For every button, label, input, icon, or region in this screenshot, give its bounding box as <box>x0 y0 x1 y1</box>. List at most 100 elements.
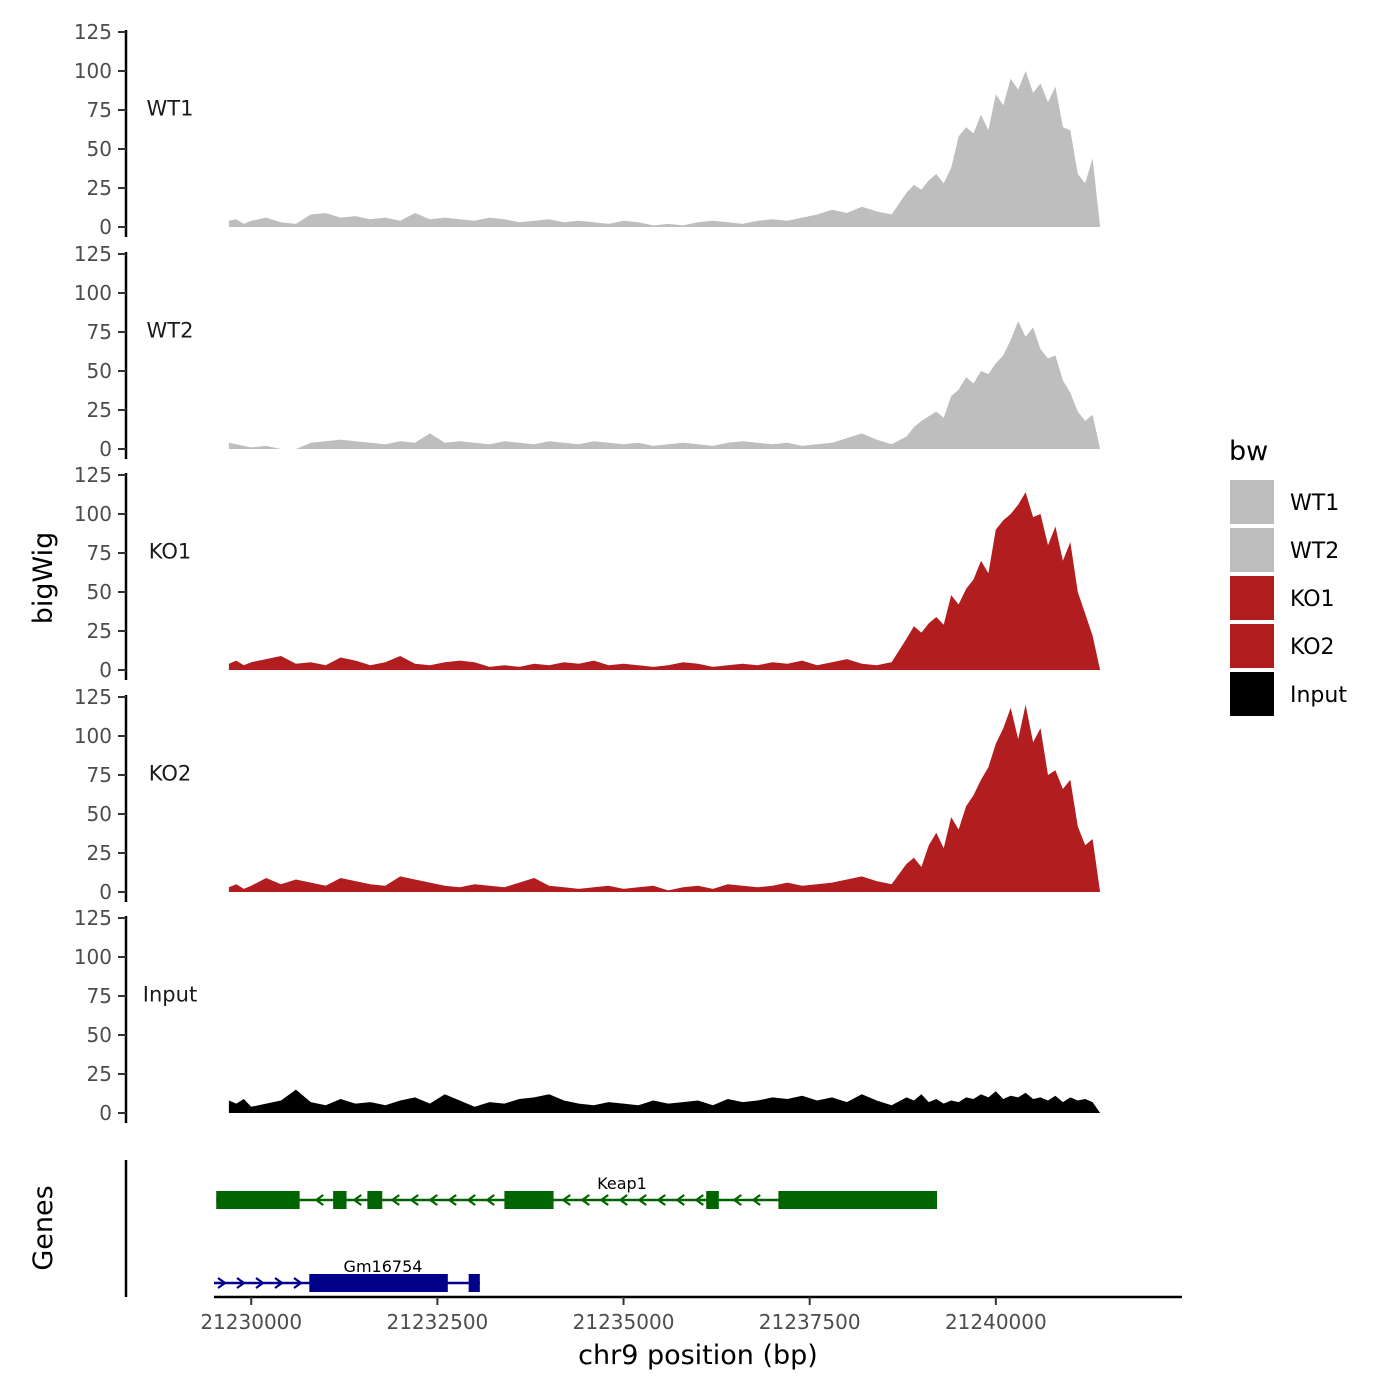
exon <box>367 1191 383 1209</box>
y-tick-label: 50 <box>87 1023 112 1047</box>
exon <box>504 1191 554 1209</box>
tracks-group: 0 25 50 75 100 125 WT1 0 25 50 75 100 125 WT2 0 25 50 75 1… <box>74 20 1101 1125</box>
track-wt2: 0 25 50 75 100 125 WT2 <box>74 242 1101 461</box>
exon <box>309 1274 448 1292</box>
strand-chevron <box>428 1194 438 1206</box>
strand-chevron <box>314 1194 324 1206</box>
x-tick-label: 21237500 <box>759 1310 861 1334</box>
y-tick-label: 125 <box>74 906 112 930</box>
y-axis-title: bigWig <box>28 532 59 625</box>
strand-chevron <box>293 1277 303 1289</box>
exon <box>778 1191 938 1209</box>
track-ko2: 0 25 50 75 100 125 KO2 <box>74 685 1101 904</box>
track-ko1: 0 25 50 75 100 125 KO1 <box>74 463 1101 682</box>
legend-key-ko1 <box>1230 576 1274 620</box>
area-series-ko2 <box>228 704 1101 892</box>
y-tick-label: 0 <box>99 1101 112 1125</box>
exon <box>468 1274 480 1292</box>
track-label: WT2 <box>147 319 194 343</box>
strand-chevron <box>447 1194 457 1206</box>
legend-label-wt1: WT1 <box>1290 491 1339 516</box>
y-tick-label: 100 <box>74 724 112 748</box>
area-series-wt2 <box>228 321 1101 449</box>
strand-chevron <box>580 1194 590 1206</box>
x-tick-label: 21230000 <box>200 1310 302 1334</box>
gene-keap1: Keap1 <box>216 1174 938 1209</box>
legend-label-ko2: KO2 <box>1290 635 1335 660</box>
legend-key-ko2 <box>1230 624 1274 668</box>
strand-chevron <box>675 1194 685 1206</box>
strand-chevron <box>599 1194 609 1206</box>
y-tick-label: 50 <box>87 137 112 161</box>
strand-chevron <box>732 1194 742 1206</box>
strand-chevron <box>236 1277 246 1289</box>
y-tick-label: 75 <box>87 541 112 565</box>
strand-chevron <box>466 1194 476 1206</box>
y-tick-label: 50 <box>87 580 112 604</box>
y-tick-label: 100 <box>74 59 112 83</box>
exon <box>706 1191 719 1209</box>
gene-gm16754: Gm16754 <box>214 1257 480 1292</box>
gene-label: Gm16754 <box>344 1257 423 1276</box>
strand-chevron <box>485 1194 495 1206</box>
y-tick-label: 0 <box>99 215 112 239</box>
track-wt1: 0 25 50 75 100 125 WT1 <box>74 20 1101 239</box>
legend-key-wt1 <box>1230 480 1274 524</box>
strand-chevron <box>274 1277 284 1289</box>
legend-label-input: Input <box>1290 683 1347 708</box>
strand-chevron <box>255 1277 265 1289</box>
exon <box>333 1191 347 1209</box>
track-label: WT1 <box>147 97 194 121</box>
y-tick-label: 75 <box>87 98 112 122</box>
genes-axis-title: Genes <box>28 1185 59 1270</box>
strand-chevron <box>561 1194 571 1206</box>
track-label: KO1 <box>149 540 192 564</box>
legend-label-ko1: KO1 <box>1290 587 1335 612</box>
legend-title: bw <box>1229 436 1268 467</box>
y-tick-label: 100 <box>74 281 112 305</box>
track-label: KO2 <box>149 762 192 786</box>
strand-chevron <box>694 1194 704 1206</box>
y-tick-label: 75 <box>87 763 112 787</box>
y-tick-label: 75 <box>87 320 112 344</box>
strand-chevron <box>637 1194 647 1206</box>
area-series-ko1 <box>228 492 1101 670</box>
y-tick-label: 125 <box>74 242 112 266</box>
legend-label-wt2: WT2 <box>1290 539 1339 564</box>
strand-chevron <box>618 1194 628 1206</box>
gene-label: Keap1 <box>597 1174 647 1193</box>
y-tick-label: 75 <box>87 984 112 1008</box>
y-tick-label: 0 <box>99 437 112 461</box>
x-tick-label: 21240000 <box>945 1310 1047 1334</box>
y-tick-label: 25 <box>87 398 112 422</box>
y-tick-label: 25 <box>87 176 112 200</box>
gene-track: Keap1 Gm16754 <box>124 1160 938 1297</box>
track-label: Input <box>143 983 197 1007</box>
y-tick-label: 25 <box>87 1062 112 1086</box>
strand-chevron <box>217 1277 227 1289</box>
area-series-wt1 <box>228 71 1101 227</box>
y-tick-label: 125 <box>74 685 112 709</box>
strand-chevron <box>751 1194 761 1206</box>
strand-chevron <box>656 1194 666 1206</box>
y-tick-label: 125 <box>74 20 112 44</box>
y-tick-label: 50 <box>87 359 112 383</box>
legend: bw WT1 WT2 KO1 KO2 Input <box>1229 436 1347 716</box>
strand-chevron <box>352 1194 362 1206</box>
x-tick-label: 21232500 <box>386 1310 488 1334</box>
strand-chevron <box>390 1194 400 1206</box>
y-tick-label: 25 <box>87 619 112 643</box>
y-tick-label: 100 <box>74 502 112 526</box>
x-axis-title: chr9 position (bp) <box>578 1340 818 1371</box>
y-tick-label: 125 <box>74 463 112 487</box>
y-tick-label: 0 <box>99 880 112 904</box>
y-tick-label: 100 <box>74 945 112 969</box>
y-tick-label: 50 <box>87 802 112 826</box>
x-axis: 21230000 21232500 21235000 21237500 21240000 <box>200 1295 1182 1334</box>
x-tick-label: 21235000 <box>573 1310 675 1334</box>
legend-key-input <box>1230 672 1274 716</box>
track-input: 0 25 50 75 100 125 Input <box>74 906 1101 1125</box>
exon <box>216 1191 300 1209</box>
legend-key-wt2 <box>1230 528 1274 572</box>
